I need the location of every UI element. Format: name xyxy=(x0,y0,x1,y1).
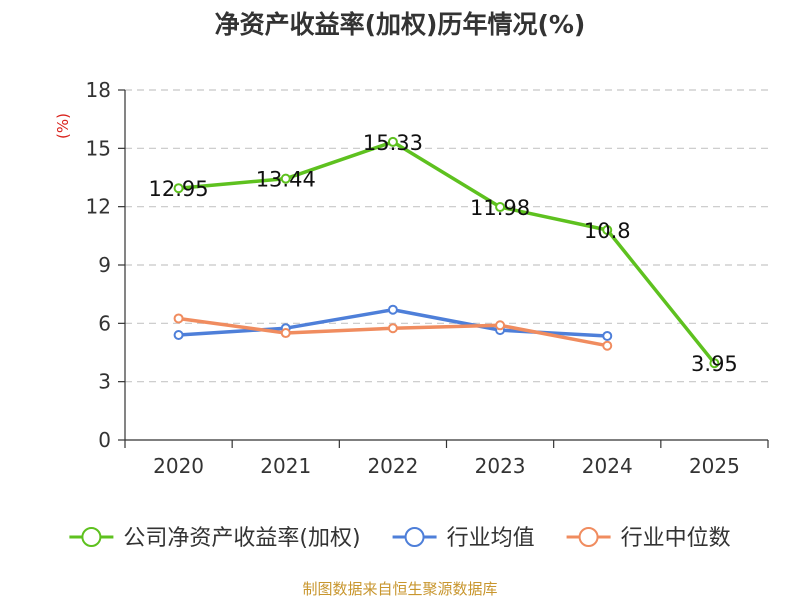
legend-item-2[interactable]: 行业中位数 xyxy=(566,526,731,551)
data-point xyxy=(495,202,506,213)
data-point xyxy=(280,328,291,339)
data-point xyxy=(495,320,506,331)
x-tick-label: 2024 xyxy=(582,454,633,478)
series-points xyxy=(173,136,720,369)
legend-marker xyxy=(81,527,102,547)
y-tick-label: 9 xyxy=(98,253,111,277)
series-line-0 xyxy=(176,140,717,365)
axes xyxy=(118,89,769,448)
data-point xyxy=(173,330,184,340)
x-tick-label: 2025 xyxy=(689,454,740,478)
x-tick-label: 2021 xyxy=(260,454,311,478)
y-tick-label: 18 xyxy=(86,78,111,102)
data-point xyxy=(709,358,720,369)
data-point xyxy=(602,340,613,351)
data-point xyxy=(173,183,184,194)
grid-lines xyxy=(125,89,768,383)
data-point xyxy=(387,304,398,315)
legend-item-1[interactable]: 行业均值 xyxy=(392,526,535,551)
x-tick-label: 2022 xyxy=(367,454,418,478)
legend-marker xyxy=(404,527,425,547)
legend-label: 公司净资产收益率(加权) xyxy=(123,526,360,551)
x-tick-label: 2020 xyxy=(153,454,204,478)
legend-item-0[interactable]: 公司净资产收益率(加权) xyxy=(69,526,361,551)
data-point xyxy=(602,330,613,341)
y-tick-label: 3 xyxy=(98,370,111,394)
data-label: 11.98 xyxy=(470,196,530,220)
data-label: 13.44 xyxy=(256,168,316,192)
data-labels: 12.95 13.44 15.33 11.98 10.8 3.95 xyxy=(149,131,738,376)
x-tick-label: 2023 xyxy=(475,454,526,478)
y-tick-label: 6 xyxy=(98,311,111,335)
legend[interactable]: 公司净资产收益率(加权) 行业均值 行业中位数 xyxy=(69,526,731,551)
legend-label: 行业中位数 xyxy=(621,526,731,551)
y-tick-labels: 0 3 6 9 12 15 18 xyxy=(86,78,111,452)
data-point xyxy=(387,323,398,334)
y-tick-label: 12 xyxy=(86,195,111,219)
legend-label: 行业均值 xyxy=(447,526,535,551)
data-point xyxy=(387,136,398,147)
y-tick-label: 0 xyxy=(98,428,111,452)
y-tick-label: 15 xyxy=(86,136,111,160)
source-note: 制图数据来自恒生聚源数据库 xyxy=(302,580,497,598)
data-label: 15.33 xyxy=(363,131,423,155)
chart-title: 净资产收益率(加权)历年情况(%) xyxy=(215,10,586,39)
data-point xyxy=(280,173,291,184)
data-point xyxy=(602,225,613,235)
x-tick-labels: 2020 2021 2022 2023 2024 2025 xyxy=(153,454,740,478)
data-label: 10.8 xyxy=(584,219,631,243)
data-label: 12.95 xyxy=(149,177,209,201)
legend-marker xyxy=(578,527,599,547)
data-label: 3.95 xyxy=(691,352,738,376)
y-axis-unit: (%) xyxy=(54,113,72,139)
data-point xyxy=(173,313,184,324)
